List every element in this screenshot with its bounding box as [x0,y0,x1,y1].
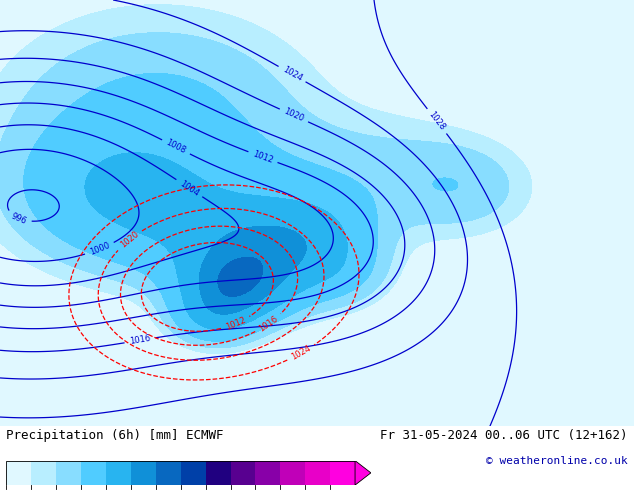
Bar [280,461,305,485]
Text: 1016: 1016 [257,314,280,333]
Text: 1020: 1020 [283,107,306,124]
Text: 1012: 1012 [224,316,247,332]
Text: 1028: 1028 [427,110,447,132]
Text: 996: 996 [10,211,28,226]
Text: 1000: 1000 [88,241,111,257]
Bar [330,461,355,485]
Text: 1012: 1012 [252,149,275,165]
Text: Precipitation (6h) [mm] ECMWF: Precipitation (6h) [mm] ECMWF [6,429,224,442]
Bar [6,461,31,485]
Bar [31,461,56,485]
Bar [156,461,181,485]
Text: © weatheronline.co.uk: © weatheronline.co.uk [486,456,628,466]
Bar [131,461,156,485]
Text: 1020: 1020 [119,230,140,250]
Bar [205,461,231,485]
Bar [56,461,81,485]
Bar [231,461,256,485]
Text: 1024: 1024 [281,65,304,83]
Bar [256,461,280,485]
Bar [181,461,205,485]
Polygon shape [355,461,371,485]
Text: Fr 31-05-2024 00..06 UTC (12+162): Fr 31-05-2024 00..06 UTC (12+162) [380,429,628,442]
Text: 1016: 1016 [129,334,151,346]
Text: 1024: 1024 [290,344,313,362]
Bar [81,461,106,485]
Bar [106,461,131,485]
Text: 1004: 1004 [178,179,200,198]
Text: 1008: 1008 [165,138,188,156]
Bar [305,461,330,485]
